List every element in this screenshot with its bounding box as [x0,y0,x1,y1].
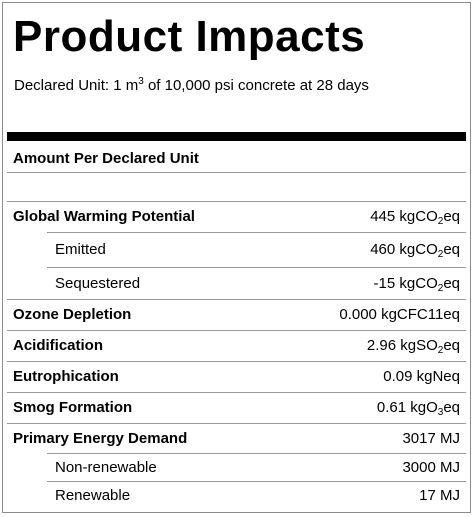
value-tail: eq [443,208,460,225]
value-main: 0.61 kgO [376,399,438,416]
impact-row-smog-formation: Smog Formation 0.61 kgO3eq [7,393,466,423]
value-tail: eq [443,337,460,354]
row-value: 0.09 kgNeq [383,362,460,392]
impact-row-renewable: Renewable 17 MJ [7,481,466,511]
row-divider [7,201,466,202]
row-divider [47,481,466,482]
row-divider [7,330,466,331]
row-label: Eutrophication [13,368,119,385]
value-subscript: 3 [437,407,444,418]
impact-row-global-warming-potential: Global Warming Potential 445 kgCO2eq [7,202,466,232]
impact-row-non-renewable: Non-renewable 3000 MJ [7,453,466,483]
section-heading: Amount Per Declared Unit [13,150,199,167]
value-subscript: 2 [437,345,444,356]
row-divider [7,392,466,393]
row-label: Renewable [55,487,131,504]
row-value: 0.61 kgO3eq [377,393,460,423]
row-label: Sequestered [55,275,141,292]
row-value: 0.000 kgCFC11eq [339,300,460,330]
declared-unit-superscript: 3 [138,76,144,87]
row-value: 2.96 kgSO2eq [367,331,460,361]
row-label: Smog Formation [13,399,133,416]
value-main: 0.09 kgNeq [383,368,460,385]
row-divider [47,232,466,233]
value-main: 3017 MJ [402,430,460,447]
value-main: 3000 MJ [402,459,460,476]
thick-divider [7,132,466,141]
value-tail: eq [443,275,460,292]
row-value: -15 kgCO2eq [374,269,460,299]
value-main: 460 kgCO [370,241,438,258]
row-label: Emitted [55,241,106,258]
row-divider [47,453,466,454]
row-divider [7,172,466,173]
value-subscript: 2 [437,283,444,294]
row-divider [7,299,466,300]
declared-unit: Declared Unit: 1 m3 of 10,000 psi concre… [14,75,369,97]
value-subscript: 2 [437,216,444,227]
row-label: Non-renewable [55,459,157,476]
row-label: Global Warming Potential [13,208,195,225]
row-divider [7,423,466,424]
impact-row-ozone-depletion: Ozone Depletion 0.000 kgCFC11eq [7,300,466,330]
row-value: 17 MJ [419,481,460,511]
value-main: 17 MJ [419,487,460,504]
row-label: Acidification [13,337,104,354]
row-label: Primary Energy Demand [13,430,188,447]
value-main: 0.000 kgCFC11eq [339,306,460,323]
value-main: 445 kgCO [370,208,438,225]
declared-unit-suffix: of 10,000 psi concrete at 28 days [143,77,369,94]
value-main: 2.96 kgSO [366,337,438,354]
row-value: 445 kgCO2eq [370,202,460,232]
row-label: Ozone Depletion [13,306,132,323]
product-impacts-label: Product Impacts Declared Unit: 1 m3 of 1… [2,2,471,513]
value-subscript: 2 [437,249,444,260]
row-value: 460 kgCO2eq [370,235,460,265]
value-tail: eq [443,241,460,258]
impact-row-eutrophication: Eutrophication 0.09 kgNeq [7,362,466,392]
row-value: 3000 MJ [402,453,460,483]
impact-row-primary-energy-demand: Primary Energy Demand 3017 MJ [7,424,466,454]
impact-row-emitted: Emitted 460 kgCO2eq [7,235,466,265]
page-title: Product Impacts [13,12,366,61]
row-divider [7,361,466,362]
row-value: 3017 MJ [402,424,460,454]
value-tail: eq [443,399,460,416]
impact-row-sequestered: Sequestered -15 kgCO2eq [7,269,466,299]
value-main: -15 kgCO [373,275,438,292]
declared-unit-prefix: Declared Unit: 1 m [14,77,139,94]
impact-row-acidification: Acidification 2.96 kgSO2eq [7,331,466,361]
row-divider [47,267,466,268]
